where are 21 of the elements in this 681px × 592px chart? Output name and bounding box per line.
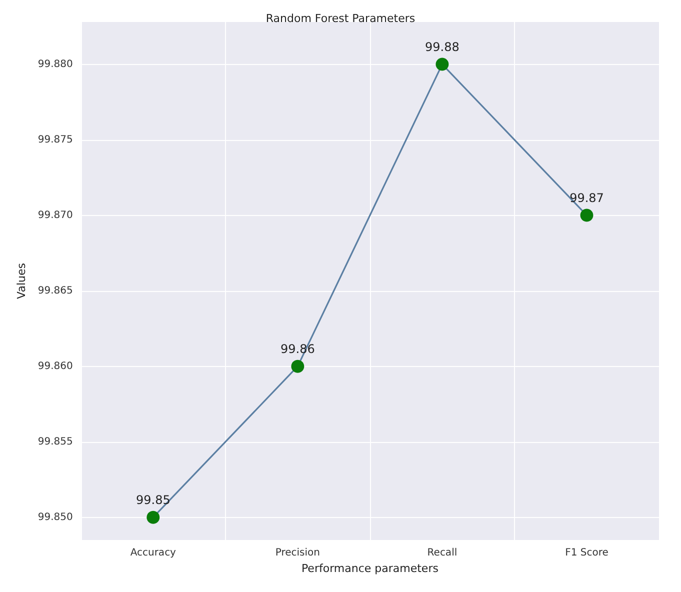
x-tick-label: Accuracy [130,548,176,558]
y-tick-label: 99.855 [38,436,73,448]
y-tick-label: 99.870 [38,210,73,221]
x-tick-label: Recall [427,548,458,558]
data-label: 99.88 [425,40,460,54]
point [146,510,160,524]
chart-title: Random Forest Parameters [266,12,416,25]
data-label: 99.87 [570,190,604,205]
x-tick-label: Precision [275,548,320,558]
x-axis-title: Performance parameters [301,562,439,575]
y-tick-label: 99.875 [38,134,73,146]
y-tick-label: 99.850 [38,512,73,523]
y-axis-title: Values [15,262,28,299]
y-tick-label: 99.865 [38,285,73,296]
data-label: 99.85 [136,492,170,507]
y-tick-label: 99.860 [38,360,73,372]
y-tick-label: 99.880 [38,58,73,70]
point [436,58,449,71]
point [580,208,594,222]
point [291,360,304,373]
x-tick-label: F1 Score [565,548,608,558]
